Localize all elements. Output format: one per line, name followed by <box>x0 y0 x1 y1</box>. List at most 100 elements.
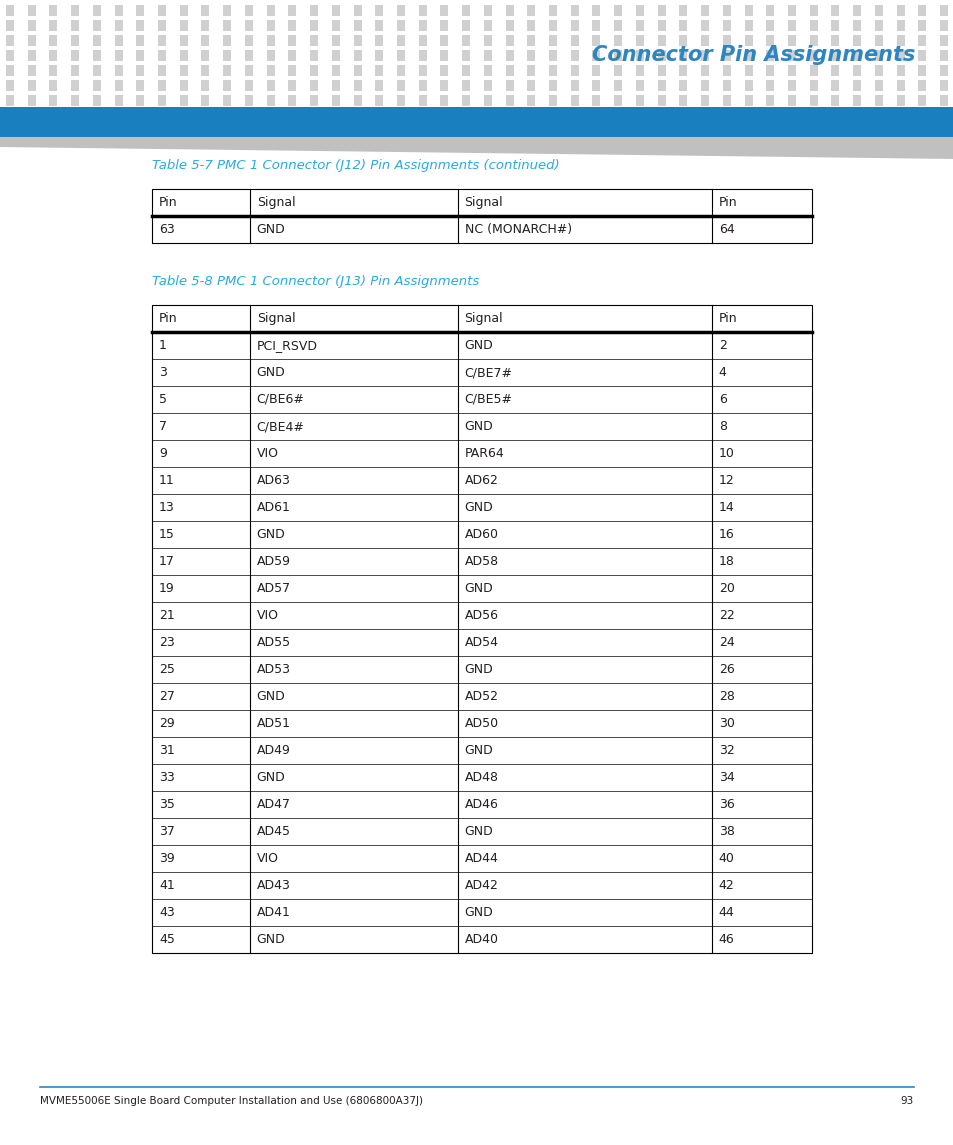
Bar <box>743 35 752 46</box>
Bar <box>179 50 188 61</box>
Text: GND: GND <box>464 744 493 757</box>
Bar <box>28 80 35 90</box>
Bar <box>310 50 317 61</box>
Bar <box>765 80 774 90</box>
Bar <box>527 35 535 46</box>
Bar <box>6 95 14 106</box>
Text: 4: 4 <box>718 366 726 379</box>
Bar <box>245 65 253 76</box>
Bar <box>679 35 686 46</box>
Text: 8: 8 <box>718 420 726 433</box>
Text: AD52: AD52 <box>464 690 498 703</box>
Bar <box>267 35 274 46</box>
Text: 42: 42 <box>718 879 734 892</box>
Text: AD45: AD45 <box>256 826 291 838</box>
Bar <box>179 65 188 76</box>
Text: 6: 6 <box>718 393 726 406</box>
Text: AD63: AD63 <box>256 474 291 487</box>
Text: Signal: Signal <box>464 196 502 210</box>
Bar <box>28 50 35 61</box>
Bar <box>396 19 405 31</box>
Text: 38: 38 <box>718 826 734 838</box>
Bar <box>896 65 903 76</box>
Bar <box>852 95 861 106</box>
Bar <box>245 5 253 16</box>
Bar <box>830 65 839 76</box>
Text: 35: 35 <box>159 798 174 811</box>
Text: 25: 25 <box>159 663 174 676</box>
Bar <box>787 95 795 106</box>
Bar <box>288 19 296 31</box>
Bar <box>158 19 166 31</box>
Text: 21: 21 <box>159 609 174 622</box>
Bar <box>527 50 535 61</box>
Text: GND: GND <box>256 690 285 703</box>
Bar <box>918 95 925 106</box>
Bar <box>396 65 405 76</box>
Text: 63: 63 <box>159 223 174 236</box>
Text: Pin: Pin <box>718 311 737 325</box>
Bar <box>158 65 166 76</box>
Bar <box>440 50 448 61</box>
Text: VIO: VIO <box>256 609 278 622</box>
Bar <box>874 95 882 106</box>
Bar <box>28 19 35 31</box>
Bar <box>267 5 274 16</box>
Bar <box>267 80 274 90</box>
Bar <box>136 80 144 90</box>
Bar <box>418 19 426 31</box>
Bar <box>288 65 296 76</box>
Bar <box>71 5 79 16</box>
Bar <box>461 19 470 31</box>
Bar <box>918 80 925 90</box>
Bar <box>743 65 752 76</box>
Text: C/BE6#: C/BE6# <box>256 393 304 406</box>
Text: 33: 33 <box>159 771 174 784</box>
Bar <box>743 5 752 16</box>
Bar <box>418 50 426 61</box>
Bar <box>570 19 578 31</box>
Text: PCI_RSVD: PCI_RSVD <box>256 339 317 352</box>
Bar <box>722 95 730 106</box>
Bar <box>679 19 686 31</box>
Bar <box>874 65 882 76</box>
Bar <box>809 50 817 61</box>
Text: AD55: AD55 <box>256 635 291 649</box>
Bar <box>50 50 57 61</box>
Bar <box>679 50 686 61</box>
Text: 2: 2 <box>718 339 726 352</box>
Bar <box>179 5 188 16</box>
Bar <box>136 50 144 61</box>
Bar <box>267 95 274 106</box>
Bar <box>310 95 317 106</box>
Bar <box>332 19 339 31</box>
Bar <box>288 50 296 61</box>
Bar <box>158 5 166 16</box>
Bar <box>939 19 947 31</box>
Bar <box>6 5 14 16</box>
Bar <box>918 50 925 61</box>
Bar <box>636 50 643 61</box>
Bar <box>918 5 925 16</box>
Bar <box>592 19 599 31</box>
Bar <box>548 65 557 76</box>
Bar <box>332 50 339 61</box>
Text: AD58: AD58 <box>464 555 498 568</box>
Bar <box>657 35 665 46</box>
Bar <box>592 65 599 76</box>
Bar <box>830 80 839 90</box>
Bar <box>6 50 14 61</box>
Bar <box>809 65 817 76</box>
Bar <box>92 5 101 16</box>
Bar <box>505 95 513 106</box>
Bar <box>700 65 708 76</box>
Bar <box>223 5 231 16</box>
Bar <box>874 19 882 31</box>
Bar <box>787 50 795 61</box>
Bar <box>592 80 599 90</box>
Bar <box>852 50 861 61</box>
Text: 32: 32 <box>718 744 734 757</box>
Bar <box>310 80 317 90</box>
Bar <box>722 80 730 90</box>
Text: 46: 46 <box>718 933 734 946</box>
